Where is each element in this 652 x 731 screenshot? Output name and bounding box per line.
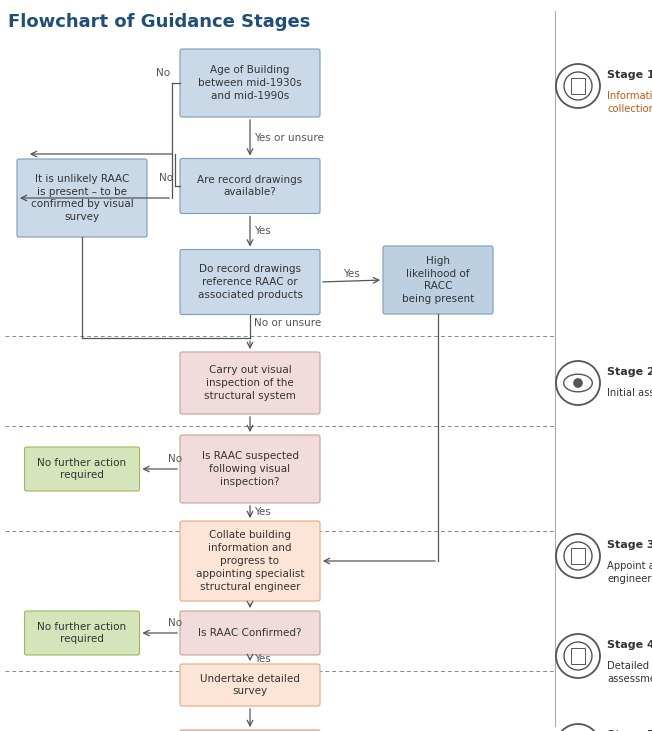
Text: No further action
required: No further action required	[37, 621, 126, 645]
FancyBboxPatch shape	[17, 159, 147, 237]
FancyBboxPatch shape	[180, 352, 320, 414]
Text: Stage 2: Stage 2	[607, 367, 652, 377]
Text: Collate building
information and
progress to
appointing specialist
structural en: Collate building information and progres…	[196, 531, 304, 591]
Text: Yes or unsure: Yes or unsure	[254, 133, 324, 143]
Text: High
likelihood of
RACC
being present: High likelihood of RACC being present	[402, 256, 474, 304]
Text: Stage 3: Stage 3	[607, 540, 652, 550]
Text: No: No	[159, 173, 173, 183]
FancyBboxPatch shape	[180, 249, 320, 314]
Text: Stage 4: Stage 4	[607, 640, 652, 650]
Circle shape	[573, 378, 583, 388]
Text: Are record drawings
available?: Are record drawings available?	[198, 175, 303, 197]
FancyBboxPatch shape	[383, 246, 493, 314]
Text: Carry out visual
inspection of the
structural system: Carry out visual inspection of the struc…	[204, 366, 296, 401]
Text: Initial assessment: Initial assessment	[607, 388, 652, 398]
Text: No further action
required: No further action required	[37, 458, 126, 480]
Text: Undertake detailed
survey: Undertake detailed survey	[200, 673, 300, 697]
Text: It is unlikely RAAC
is present – to be
confirmed by visual
survey: It is unlikely RAAC is present – to be c…	[31, 174, 134, 222]
Text: Is RAAC suspected
following visual
inspection?: Is RAAC suspected following visual inspe…	[201, 451, 299, 487]
Text: Yes: Yes	[254, 507, 271, 517]
FancyBboxPatch shape	[180, 611, 320, 655]
Text: No or unsure: No or unsure	[254, 319, 321, 328]
Text: Yes: Yes	[254, 227, 271, 237]
FancyBboxPatch shape	[180, 521, 320, 601]
FancyBboxPatch shape	[25, 447, 140, 491]
FancyBboxPatch shape	[180, 159, 320, 213]
FancyBboxPatch shape	[180, 435, 320, 503]
FancyBboxPatch shape	[180, 730, 320, 731]
Text: Is RAAC Confirmed?: Is RAAC Confirmed?	[198, 628, 302, 638]
FancyBboxPatch shape	[180, 664, 320, 706]
Text: Yes: Yes	[254, 654, 271, 664]
FancyBboxPatch shape	[180, 49, 320, 117]
Text: No: No	[168, 618, 182, 628]
Text: Information
collection: Information collection	[607, 91, 652, 114]
Text: Do record drawings
reference RAAC or
associated products: Do record drawings reference RAAC or ass…	[198, 264, 303, 300]
Text: Age of Building
between mid-1930s
and mid-1990s: Age of Building between mid-1930s and mi…	[198, 65, 302, 101]
Text: Stage 5: Stage 5	[607, 730, 652, 731]
Text: Detailed
assessment: Detailed assessment	[607, 661, 652, 683]
Text: Yes: Yes	[343, 269, 360, 279]
Text: Flowchart of Guidance Stages: Flowchart of Guidance Stages	[8, 13, 310, 31]
Text: Appoint a specialist
engineer: Appoint a specialist engineer	[607, 561, 652, 584]
Text: No: No	[156, 68, 170, 78]
Text: Stage 1: Stage 1	[607, 70, 652, 80]
Text: No: No	[168, 454, 182, 464]
FancyBboxPatch shape	[25, 611, 140, 655]
